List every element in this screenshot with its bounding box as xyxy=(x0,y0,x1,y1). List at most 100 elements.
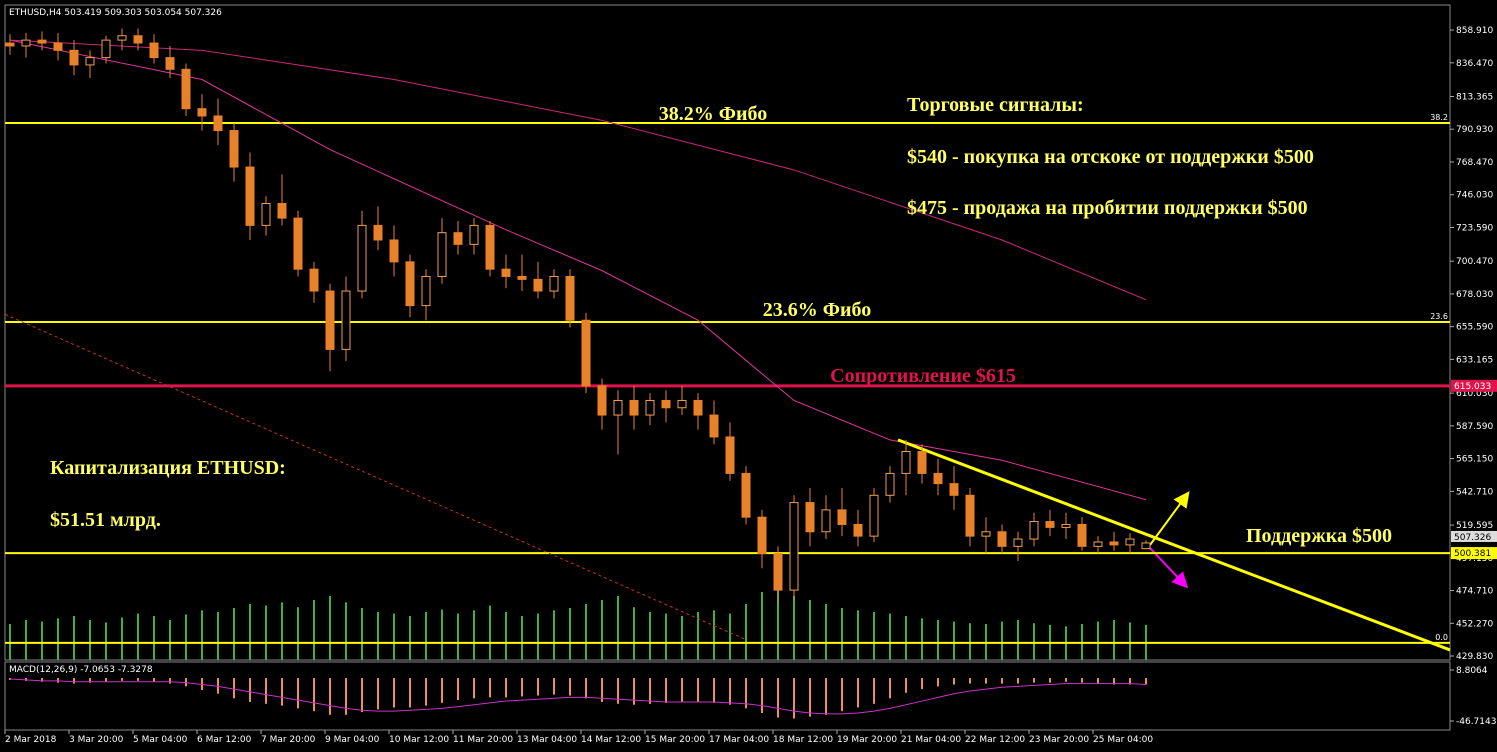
volume-bar xyxy=(697,612,699,660)
volume-bar xyxy=(89,620,91,660)
volume-bar xyxy=(921,618,923,660)
y-tick-label: 768.470 xyxy=(1456,158,1493,168)
candle-body xyxy=(453,232,463,245)
candle-body xyxy=(917,451,927,474)
volume-bar xyxy=(201,610,203,660)
y-tick-label: 836.470 xyxy=(1456,59,1493,69)
volume-bar xyxy=(617,596,619,660)
y-tick-label: 452.270 xyxy=(1456,619,1493,629)
x-tick-label: 15 Mar 20:00 xyxy=(645,735,705,745)
candle-body xyxy=(837,509,847,525)
macd-bar xyxy=(761,678,763,713)
volume-bar xyxy=(745,604,747,660)
volume-bar xyxy=(41,621,43,660)
macd-bar xyxy=(137,678,139,681)
macd-bar xyxy=(169,678,171,684)
volume-bar xyxy=(1113,620,1115,660)
price-box-label: 500.381 xyxy=(1454,549,1491,559)
x-tick-label: 6 Mar 12:00 xyxy=(197,735,252,745)
annotation: Сопротивление $615 xyxy=(830,365,1016,387)
candle-body xyxy=(1125,538,1135,546)
candle-body xyxy=(421,275,431,307)
candle-body xyxy=(677,399,687,409)
volume-bar xyxy=(329,596,331,660)
candle-body xyxy=(709,414,719,438)
volume-bar xyxy=(809,600,811,660)
y-tick-label: 587.590 xyxy=(1456,422,1493,432)
volume-bar xyxy=(489,605,491,660)
macd-bar xyxy=(329,678,331,715)
volume-bar xyxy=(1033,623,1035,660)
macd-bar xyxy=(729,678,731,705)
candle-body xyxy=(1061,523,1071,528)
price-box xyxy=(1451,547,1497,560)
macd-bar xyxy=(89,678,91,683)
macd-label: MACD(12,26,9) -7.0653 -7.3278 xyxy=(9,665,153,675)
candle-body xyxy=(213,115,223,132)
x-tick-label: 13 Mar 04:00 xyxy=(517,735,577,745)
candle-body xyxy=(469,224,479,245)
volume-bar xyxy=(649,612,651,660)
macd-bar xyxy=(985,678,987,684)
candle-body xyxy=(245,166,255,226)
volume-bar xyxy=(905,616,907,660)
annotation: $51.51 млрд. xyxy=(50,509,161,531)
macd-signal xyxy=(9,678,1147,715)
volume-bar xyxy=(873,612,875,660)
volume-bar xyxy=(409,616,411,660)
macd-bar xyxy=(857,678,859,708)
candle-body xyxy=(277,203,287,219)
candle-body xyxy=(933,472,943,485)
macd-bar xyxy=(425,678,427,706)
macd-bar xyxy=(553,678,555,695)
macd-panel xyxy=(4,661,1451,731)
candle-body xyxy=(693,399,703,416)
candle-body xyxy=(565,275,575,321)
volume-bar xyxy=(345,602,347,660)
volume-bar xyxy=(601,600,603,660)
candle-body xyxy=(725,436,735,474)
candle-body xyxy=(325,290,335,350)
candle-body xyxy=(949,483,959,496)
candle-body xyxy=(869,494,879,537)
macd-bar xyxy=(361,678,363,713)
level-label: 0.0 xyxy=(1435,633,1448,642)
y-tick-label: 723.590 xyxy=(1456,223,1493,233)
volume-bar xyxy=(825,604,827,660)
volume-bar xyxy=(265,605,267,660)
y-tick-label: 610.030 xyxy=(1456,389,1493,399)
macd-bar xyxy=(665,678,667,703)
x-tick-label: 14 Mar 12:00 xyxy=(581,735,641,745)
y-tick-label: 746.030 xyxy=(1456,191,1493,201)
candle-body xyxy=(53,42,63,51)
candle-body xyxy=(981,531,991,537)
candle-body xyxy=(181,68,191,110)
x-tick-label: 3 Mar 20:00 xyxy=(69,735,124,745)
macd-bar xyxy=(809,678,811,717)
candle-body xyxy=(821,509,831,533)
volume-bar xyxy=(25,620,27,660)
macd-bar xyxy=(1145,678,1147,685)
x-tick-label: 11 Mar 20:00 xyxy=(453,735,513,745)
candle-body xyxy=(261,203,271,226)
candle-body xyxy=(901,451,911,474)
volume-bar xyxy=(761,592,763,660)
macd-bar xyxy=(457,678,459,701)
moving-average xyxy=(9,39,1147,301)
volume-bar xyxy=(153,616,155,660)
candle-body xyxy=(197,108,207,117)
macd-bar xyxy=(793,678,795,719)
y-tick-label: 813.365 xyxy=(1456,92,1493,102)
volume-bar xyxy=(361,608,363,660)
volume-bar xyxy=(553,610,555,660)
candle-body xyxy=(373,224,383,241)
trendline xyxy=(4,313,747,641)
candle-body xyxy=(149,42,159,59)
volume-bar xyxy=(665,613,667,660)
candle-body xyxy=(773,553,783,591)
macd-bar xyxy=(681,678,683,702)
macd-bar xyxy=(1017,678,1019,684)
candle-body xyxy=(1029,521,1039,540)
candle-body xyxy=(1141,542,1151,550)
candle-body xyxy=(805,502,815,533)
